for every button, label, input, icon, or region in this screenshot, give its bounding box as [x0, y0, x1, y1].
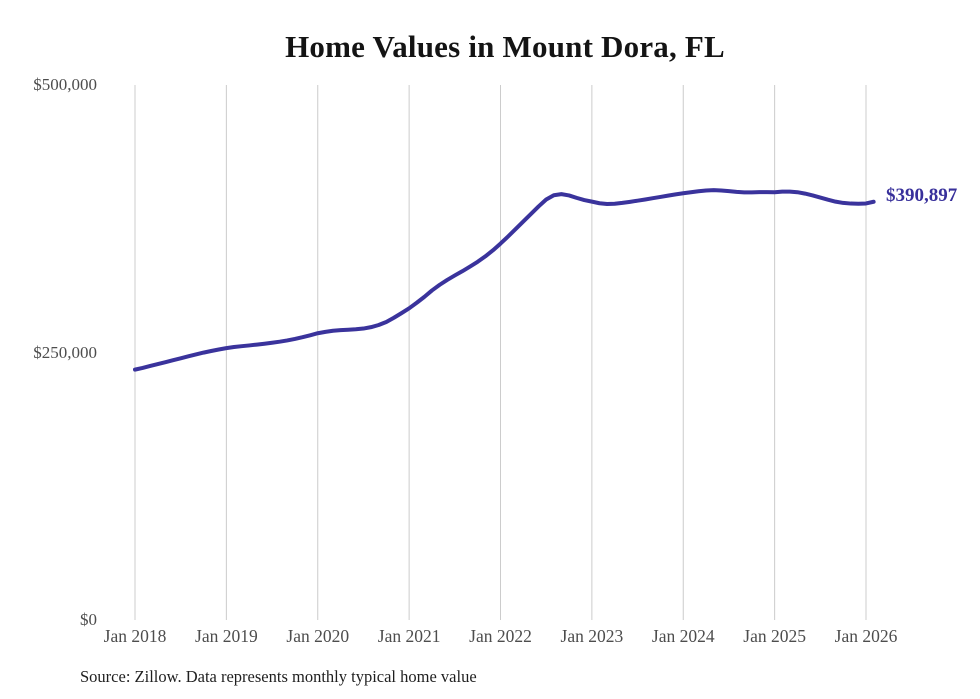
x-tick-label: Jan 2022 — [469, 626, 532, 646]
x-tick-label: Jan 2023 — [560, 626, 624, 646]
latest-value-label: $390,897 — [886, 184, 958, 206]
x-tick-label: Jan 2020 — [286, 626, 350, 646]
x-tick-label: Jan 2026 — [834, 626, 898, 646]
x-tick-label: Jan 2024 — [651, 626, 715, 646]
home-value-line-series — [133, 188, 876, 372]
y-tick-label: $250,000 — [33, 342, 97, 362]
chart-title: Home Values in Mount Dora, FL — [285, 29, 725, 64]
y-tick-label: $500,000 — [33, 75, 97, 94]
y-tick-label: $0 — [80, 610, 97, 629]
source-note: Source: Zillow. Data represents monthly … — [80, 667, 477, 686]
x-tick-label: Jan 2019 — [195, 626, 258, 646]
vertical-gridlines — [134, 85, 867, 620]
x-tick-label: Jan 2018 — [103, 626, 167, 646]
x-tick-label: Jan 2021 — [377, 626, 441, 646]
x-tick-label: Jan 2025 — [743, 626, 806, 646]
